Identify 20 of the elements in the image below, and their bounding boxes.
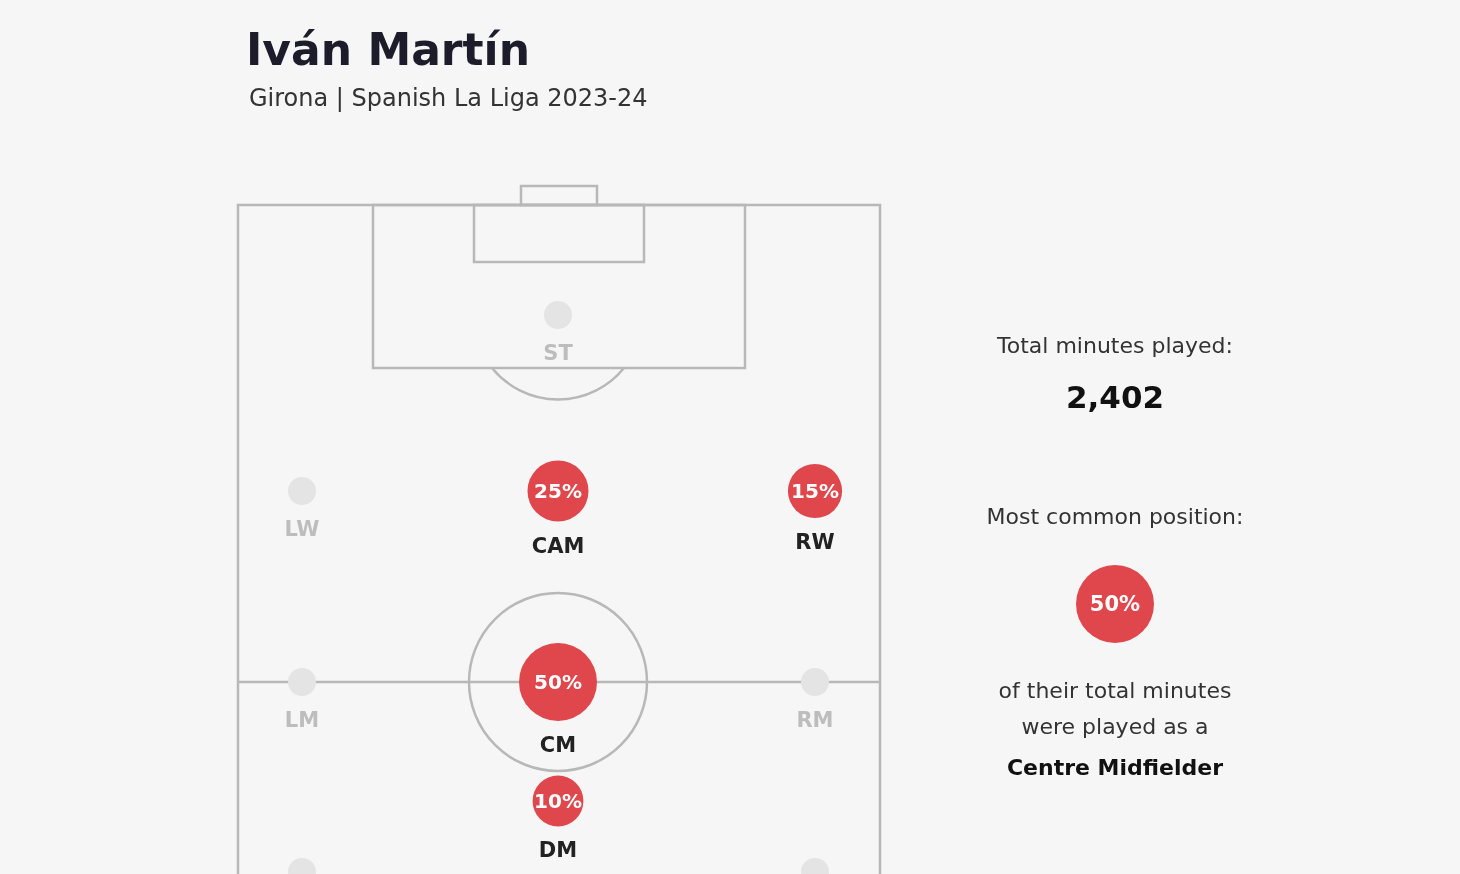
data-label: 50% [534,670,582,694]
data-label: 25% [534,479,582,503]
text: Most common position: [985,503,1245,531]
data-label: 10% [534,789,582,813]
category-label: ST [543,341,574,365]
category-label: LW [284,517,320,541]
category-label: LM [284,708,320,732]
text: Girona | Spanish La Liga 2023-24 [249,84,648,112]
text: of their total minutes were played as a [997,677,1233,741]
text: Centre Midfielder [1005,754,1225,782]
category-label: RW [795,530,835,555]
category-label: CM [539,733,577,757]
text: 2,402 [1064,379,1166,415]
category-label: DM [538,838,578,863]
text: Iván Martín [246,24,531,75]
category-label: RM [796,708,834,732]
text: 50% [1089,592,1141,616]
data-label: 15% [791,479,839,503]
category-label: CAM [531,533,585,558]
text: Total minutes played: [996,332,1234,360]
